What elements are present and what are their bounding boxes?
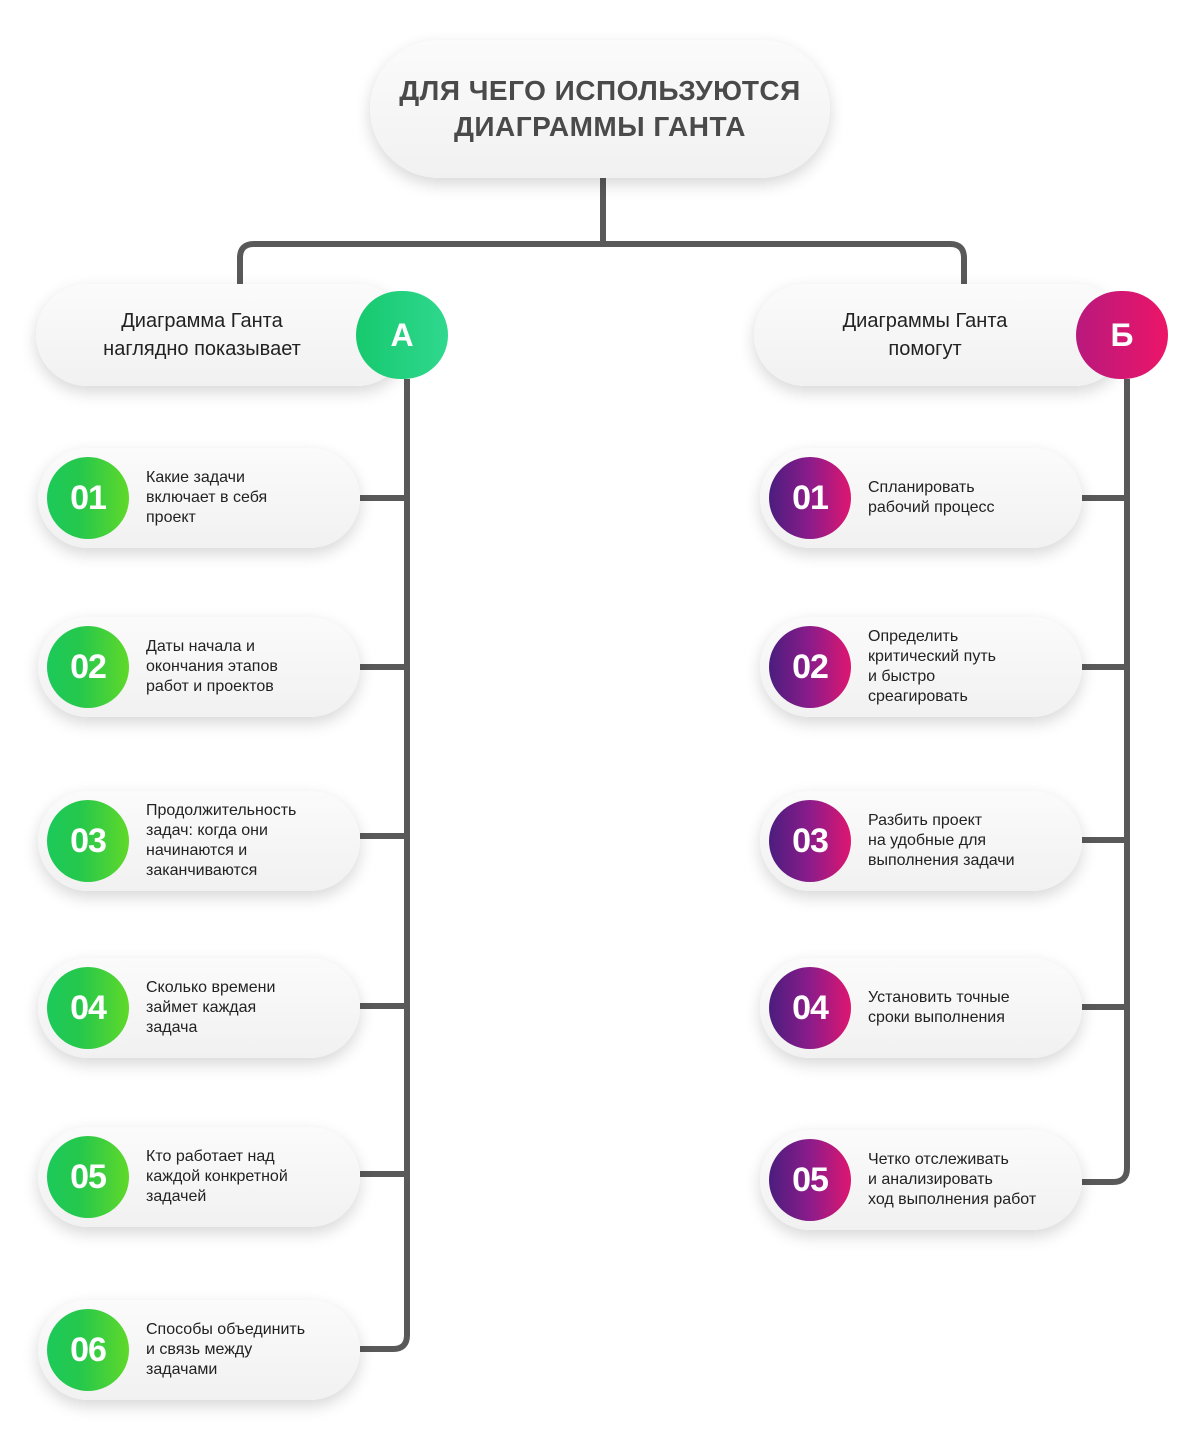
branch-line	[237, 241, 967, 286]
item-text-line: Спланировать	[868, 479, 975, 496]
column-a-item-5: 05 Кто работает над каждой конкретной за…	[38, 1127, 360, 1227]
column-b-header-line-1: Диаграммы Ганта	[842, 310, 1008, 332]
item-text-line: каждой конкретной	[146, 1168, 288, 1185]
item-text-line: Сколько времени	[146, 979, 276, 996]
column-b-badge-letter: Б	[1110, 316, 1134, 353]
item-number-badge: 02	[47, 626, 129, 708]
item-number: 05	[70, 1157, 107, 1196]
column-a-item-1: 01 Какие задачи включает в себя проект	[38, 448, 360, 548]
column-b-spine	[1082, 379, 1130, 1185]
item-text: Определить критический путь и быстро сре…	[868, 627, 996, 707]
item-text-line: Определить	[868, 628, 959, 645]
item-text-line: работ и проектов	[146, 678, 274, 695]
column-a-header: Диаграмма Ганта наглядно показывает	[36, 284, 408, 386]
item-text-line: Какие задачи	[146, 469, 245, 486]
item-text-line: задач: когда они	[146, 822, 268, 839]
item-text-line: задачей	[146, 1188, 207, 1205]
column-b-item-3: 03 Разбить проект на удобные для выполне…	[760, 791, 1082, 891]
item-text-line: рабочий процесс	[868, 499, 995, 516]
item-text: Сколько времени займет каждая задача	[146, 978, 275, 1038]
item-number-badge: 05	[769, 1139, 851, 1221]
item-number: 02	[792, 647, 829, 686]
item-text-line: заканчиваются	[146, 862, 258, 879]
item-text-line: займет каждая	[146, 999, 257, 1016]
item-text-line: выполнения задачи	[868, 852, 1015, 869]
item-text-line: и связь между	[146, 1341, 253, 1358]
column-b-item-2: 02 Определить критический путь и быстро …	[760, 617, 1082, 717]
item-number-badge: 06	[47, 1309, 129, 1391]
column-b-item-4: 04 Установить точные сроки выполнения	[760, 958, 1082, 1058]
item-number: 05	[792, 1160, 829, 1199]
item-text-line: окончания этапов	[146, 658, 278, 675]
item-text-line: начинаются и	[146, 842, 248, 859]
item-text-line: включает в себя	[146, 489, 268, 506]
item-text: Установить точные сроки выполнения	[868, 988, 1010, 1028]
item-text: Продолжительность задач: когда они начин…	[146, 801, 296, 881]
item-text-line: задачами	[146, 1361, 218, 1378]
item-text-line: Способы объединить	[146, 1321, 306, 1338]
item-text: Способы объединить и связь между задачам…	[146, 1320, 305, 1380]
item-text-line: критический путь	[868, 648, 996, 665]
item-text-line: Кто работает над	[146, 1148, 275, 1165]
item-text-line: Продолжительность	[146, 802, 297, 819]
item-text: Кто работает над каждой конкретной задач…	[146, 1147, 288, 1207]
item-text-line: проект	[146, 509, 196, 526]
item-number: 06	[70, 1330, 107, 1369]
item-text-line: Четко отслеживать	[868, 1151, 1009, 1168]
column-a-header-line-2: наглядно показывает	[103, 338, 301, 360]
item-number-badge: 03	[47, 800, 129, 882]
column-b-header-line-2: помогут	[888, 338, 962, 360]
item-text-line: Установить точные	[868, 989, 1010, 1006]
item-text-line: и анализировать	[868, 1171, 993, 1188]
column-a-item-4: 04 Сколько времени займет каждая задача	[38, 958, 360, 1058]
column-a-badge: А	[356, 291, 448, 379]
column-a-badge-letter: А	[390, 316, 414, 353]
item-number: 01	[792, 478, 829, 517]
item-number-badge: 03	[769, 800, 851, 882]
item-text-line: сроки выполнения	[868, 1009, 1005, 1026]
item-text: Даты начала и окончания этапов работ и п…	[146, 637, 278, 697]
item-number-badge: 02	[769, 626, 851, 708]
item-text-line: Даты начала и	[146, 638, 255, 655]
item-number-badge: 01	[769, 457, 851, 539]
column-b-item-5: 05 Четко отслеживать и анализировать ход…	[760, 1130, 1082, 1230]
column-b-badge: Б	[1076, 291, 1168, 379]
item-text: Разбить проект на удобные для выполнения…	[868, 811, 1015, 871]
column-a-item-3: 03 Продолжительность задач: когда они на…	[38, 791, 360, 891]
title-pill: ДЛЯ ЧЕГО ИСПОЛЬЗУЮТСЯ ДИАГРАММЫ ГАНТА	[370, 40, 830, 178]
item-number: 03	[792, 821, 829, 860]
item-number: 04	[70, 988, 107, 1027]
column-a-item-6: 06 Способы объединить и связь между зада…	[38, 1300, 360, 1400]
item-text-line: среагировать	[868, 688, 968, 705]
column-a-item-2: 02 Даты начала и окончания этапов работ …	[38, 617, 360, 717]
item-text: Какие задачи включает в себя проект	[146, 468, 267, 528]
item-number: 03	[70, 821, 107, 860]
item-number-badge: 04	[47, 967, 129, 1049]
item-number: 02	[70, 647, 107, 686]
item-text-line: ход выполнения работ	[868, 1191, 1037, 1208]
item-text-line: задача	[146, 1019, 198, 1036]
column-b-item-1: 01 Спланировать рабочий процесс	[760, 448, 1082, 548]
item-number: 04	[792, 988, 829, 1027]
item-number-badge: 04	[769, 967, 851, 1049]
item-text: Спланировать рабочий процесс	[868, 478, 995, 518]
item-number-badge: 01	[47, 457, 129, 539]
column-b-header: Диаграммы Ганта помогут	[754, 284, 1126, 386]
item-number: 01	[70, 478, 107, 517]
column-a-spine	[360, 379, 410, 1352]
title-line-2: ДИАГРАММЫ ГАНТА	[453, 111, 747, 142]
item-text: Четко отслеживать и анализировать ход вы…	[868, 1150, 1036, 1210]
item-text-line: Разбить проект	[868, 812, 983, 829]
item-text-line: на удобные для	[868, 832, 987, 849]
column-a-header-line-1: Диаграмма Ганта	[121, 310, 283, 332]
item-number-badge: 05	[47, 1136, 129, 1218]
item-text-line: и быстро	[868, 668, 936, 685]
title-line-1: ДЛЯ ЧЕГО ИСПОЛЬЗУЮТСЯ	[399, 75, 801, 106]
